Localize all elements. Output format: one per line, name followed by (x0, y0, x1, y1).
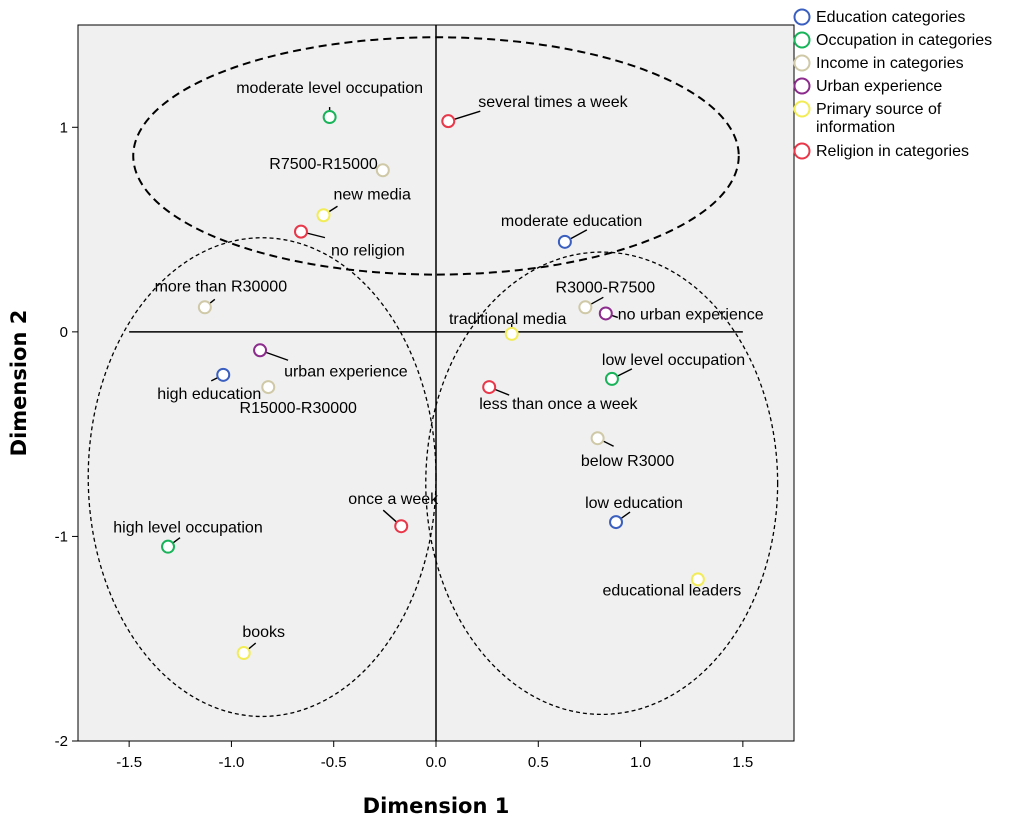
x-tick-label: 0.5 (528, 754, 549, 771)
legend-item-occupation-in-categories: Occupation in categories (793, 31, 992, 49)
legend-marker (793, 8, 811, 26)
point-label-more-than-r30000: more than R30000 (155, 278, 288, 295)
point-label-high-education: high education (157, 386, 261, 403)
legend-item-income-in-categories: Income in categories (793, 54, 964, 72)
x-tick-label: 1.5 (732, 754, 753, 771)
point-no-religion (293, 224, 308, 239)
point-label-several-times-a-week: several times a week (478, 94, 628, 111)
point-books (236, 646, 251, 661)
point-label-less-than-once-a-week: less than once a week (479, 396, 638, 413)
x-axis-title: Dimension 1 (363, 794, 510, 818)
point-urban-experience (253, 343, 268, 358)
x-tick-label: 0.0 (426, 754, 447, 771)
point-label-high-level-occupation: high level occupation (113, 520, 262, 537)
point-once-a-week (394, 519, 409, 534)
y-tick-label: -2 (55, 733, 68, 750)
data-points (161, 110, 705, 661)
point-label-once-a-week: once a week (348, 491, 439, 508)
point-traditional-media (504, 326, 519, 341)
point-label-new-media: new media (333, 186, 410, 203)
point-high-level-occupation (161, 539, 176, 554)
point-label-traditional-media: traditional media (449, 311, 567, 328)
point-new-media (316, 208, 331, 223)
point-label-r15000-r30000: R15000-R30000 (240, 400, 358, 417)
point-r3000-r7500 (578, 300, 593, 315)
legend-label: Occupation in categories (816, 32, 992, 49)
point-label-r7500-r15000: R7500-R15000 (269, 156, 378, 173)
legend: Education categories Occupation in catego… (793, 8, 992, 160)
point-labels: moderate education high education low educ… (113, 80, 763, 641)
point-label-r3000-r7500: R3000-R7500 (556, 279, 656, 296)
legend-marker (793, 54, 811, 72)
point-educational-leaders (690, 572, 705, 587)
point-label-educational-leaders: educational leaders (602, 582, 741, 599)
point-less-than-once-a-week (482, 380, 497, 395)
point-high-education (216, 367, 231, 382)
legend-label: Urban experience (816, 78, 942, 95)
y-axis-title: Dimension 2 (7, 310, 31, 457)
point-label-urban-experience: urban experience (284, 363, 408, 380)
point-below-r3000 (590, 431, 605, 446)
legend-item-religion-in-categories: Religion in categories (793, 142, 969, 160)
cluster-ellipse-right (425, 251, 779, 716)
y-tick-label: 1 (60, 119, 68, 136)
point-r7500-r15000 (375, 163, 390, 178)
x-tick-label: -1.5 (116, 754, 142, 771)
legend-label: Religion in categories (816, 143, 969, 160)
point-moderate-education (557, 234, 572, 249)
point-label-moderate-level-occupation: moderate level occupation (236, 80, 423, 97)
point-label-below-r3000: below R3000 (581, 453, 675, 470)
x-tick-label: -0.5 (321, 754, 347, 771)
y-tick-label: 0 (60, 324, 68, 341)
point-label-low-level-occupation: low level occupation (602, 352, 745, 369)
point-more-than-r30000 (197, 300, 212, 315)
point-label-no-religion: no religion (331, 243, 405, 260)
legend-label: Income in categories (816, 55, 964, 72)
legend-marker (793, 100, 811, 118)
legend-item-education-categories: Education categories (793, 8, 965, 26)
legend-item-primary-source-of-information: Primary source of information (793, 100, 942, 136)
y-tick-label: -1 (55, 528, 68, 545)
point-label-no-urban-experience: no urban experience (618, 306, 764, 323)
point-low-education (609, 515, 624, 530)
point-moderate-level-occupation (322, 110, 337, 125)
point-label-low-education: low education (585, 495, 683, 512)
point-label-books: books (242, 624, 285, 641)
legend-marker (793, 31, 811, 49)
legend-item-urban-experience: Urban experience (793, 77, 942, 95)
point-low-level-occupation (604, 371, 619, 386)
point-several-times-a-week (441, 114, 456, 129)
legend-label: Education categories (816, 9, 965, 26)
x-tick-label: -1.0 (218, 754, 244, 771)
axes: -1.5 -1.0 -0.5 0.0 0.5 1.0 1.5 1 0 -1 -2 (55, 119, 754, 771)
legend-marker (793, 142, 811, 160)
point-no-urban-experience (598, 306, 613, 321)
point-label-moderate-education: moderate education (501, 213, 642, 230)
legend-label: Primary source of information (816, 101, 942, 136)
x-tick-label: 1.0 (630, 754, 651, 771)
reference-lines (129, 25, 743, 741)
point-r15000-r30000 (261, 380, 276, 395)
legend-marker (793, 77, 811, 95)
